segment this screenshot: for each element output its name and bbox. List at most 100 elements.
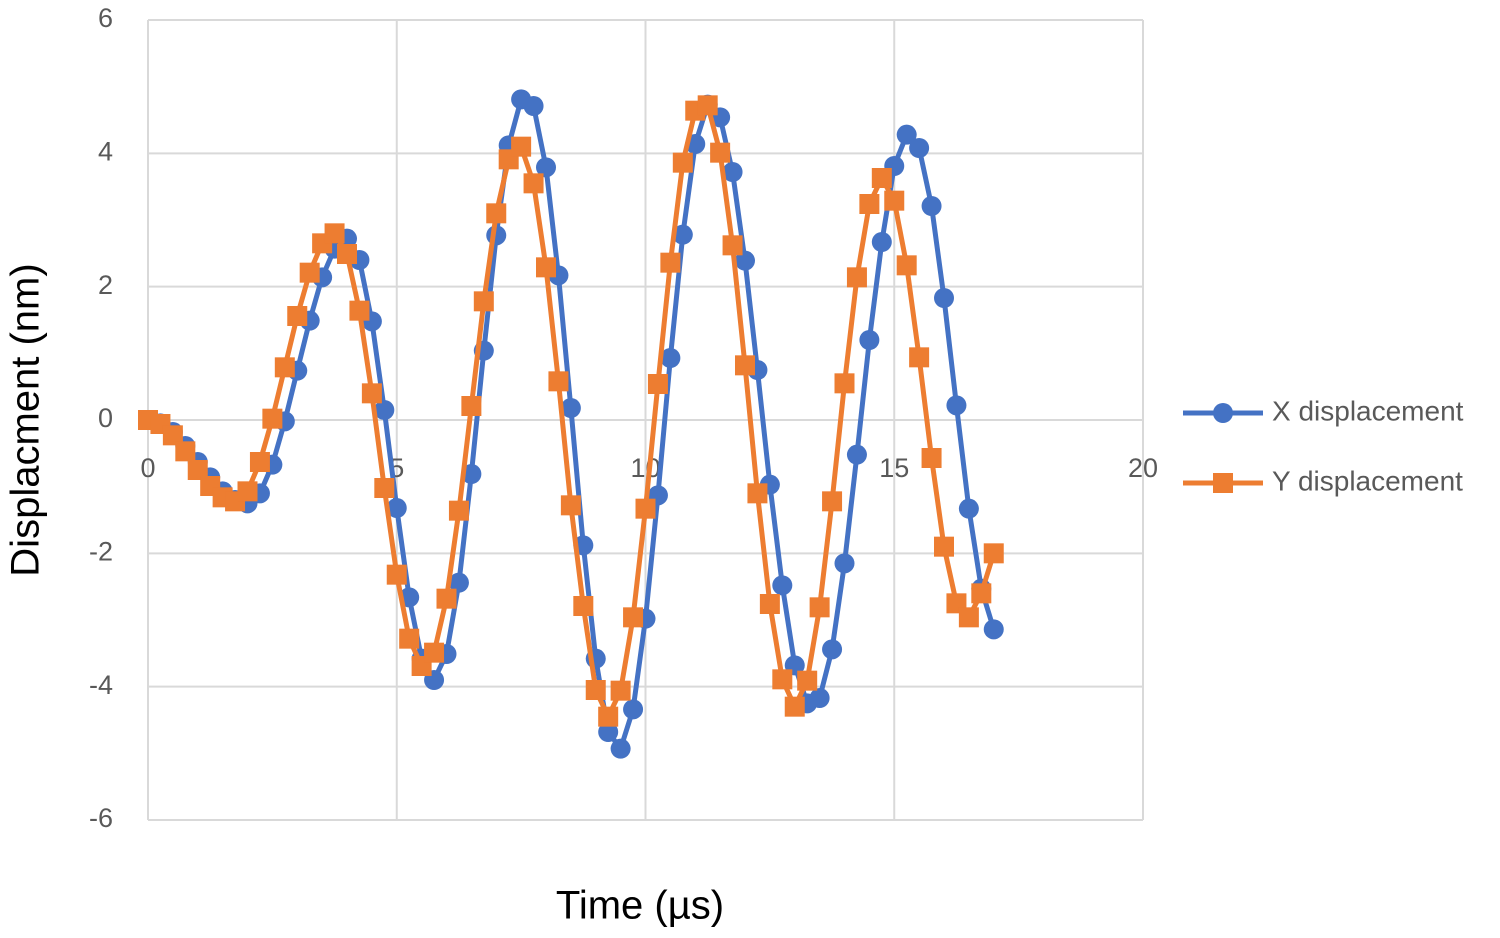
marker: [934, 288, 954, 308]
legend-marker: [1213, 473, 1233, 493]
marker: [374, 400, 395, 420]
marker: [573, 596, 594, 616]
marker: [610, 738, 631, 759]
marker: [859, 330, 880, 350]
marker: [349, 300, 370, 321]
marker: [846, 267, 867, 288]
x-tick-label: 10: [630, 453, 660, 483]
marker: [585, 680, 606, 700]
marker: [896, 255, 917, 276]
marker: [934, 536, 954, 557]
marker: [187, 460, 208, 480]
marker: [486, 203, 507, 224]
marker: [971, 583, 992, 604]
marker: [834, 553, 855, 574]
marker: [809, 688, 830, 708]
marker: [511, 136, 532, 157]
marker: [262, 408, 283, 429]
marker: [735, 250, 755, 271]
marker: [722, 162, 743, 182]
marker: [162, 425, 183, 446]
marker: [784, 696, 805, 717]
marker: [983, 619, 1004, 640]
marker: [175, 441, 196, 462]
marker: [834, 373, 855, 394]
marker: [337, 244, 357, 264]
marker: [946, 395, 967, 416]
y-tick-label: 2: [98, 270, 113, 300]
marker: [361, 383, 382, 404]
marker: [871, 232, 892, 252]
marker: [772, 669, 793, 690]
marker: [884, 190, 905, 211]
marker: [461, 396, 482, 416]
marker: [299, 262, 320, 283]
marker: [722, 235, 743, 256]
marker: [958, 607, 979, 628]
legend-marker: [1213, 403, 1233, 423]
marker: [249, 452, 270, 472]
marker: [386, 498, 407, 518]
marker: [560, 398, 581, 418]
marker: [448, 500, 469, 521]
marker: [921, 196, 942, 216]
marker: [660, 252, 681, 273]
marker: [958, 498, 979, 519]
y-tick-label: 4: [98, 136, 113, 166]
marker: [660, 348, 681, 368]
y-tick-label: 6: [98, 3, 113, 33]
marker: [822, 491, 843, 512]
marker: [909, 138, 930, 158]
marker: [772, 575, 793, 596]
x-tick-label: 0: [140, 453, 155, 483]
marker: [672, 152, 693, 173]
x-axis-title: Time (µs): [556, 884, 724, 928]
marker: [399, 628, 420, 649]
marker: [560, 495, 581, 516]
marker: [647, 374, 668, 394]
y-tick-label: 0: [98, 403, 113, 433]
marker: [436, 588, 457, 609]
marker: [536, 257, 556, 278]
marker: [424, 642, 445, 663]
marker: [909, 347, 930, 368]
y-tick-label: -4: [89, 670, 113, 700]
marker: [324, 223, 345, 244]
marker: [797, 670, 818, 691]
y-tick-label: -2: [89, 536, 113, 566]
marker: [287, 306, 308, 326]
marker: [759, 594, 780, 614]
legend-label: Y displacement: [1272, 465, 1463, 496]
marker: [983, 543, 1004, 564]
marker: [635, 498, 656, 519]
marker: [871, 168, 892, 188]
marker: [598, 722, 619, 742]
marker: [523, 96, 544, 116]
marker: [448, 572, 469, 593]
y-axis-title: Displacment (nm): [4, 263, 48, 576]
marker: [672, 224, 693, 245]
marker: [846, 444, 867, 465]
marker: [237, 481, 258, 502]
marker: [536, 157, 556, 178]
marker: [697, 95, 718, 116]
marker: [747, 483, 768, 504]
x-tick-label: 20: [1128, 453, 1158, 483]
marker: [598, 706, 619, 727]
marker: [859, 194, 880, 214]
marker: [822, 639, 843, 660]
marker: [921, 448, 942, 468]
marker: [610, 680, 631, 701]
marker: [274, 357, 295, 378]
marker: [896, 124, 917, 145]
marker: [374, 478, 395, 498]
marker: [735, 355, 755, 376]
marker: [386, 564, 407, 585]
marker: [548, 371, 569, 392]
marker: [623, 607, 644, 628]
marker: [710, 142, 731, 163]
marker: [809, 597, 830, 618]
legend-label: X displacement: [1272, 395, 1464, 426]
